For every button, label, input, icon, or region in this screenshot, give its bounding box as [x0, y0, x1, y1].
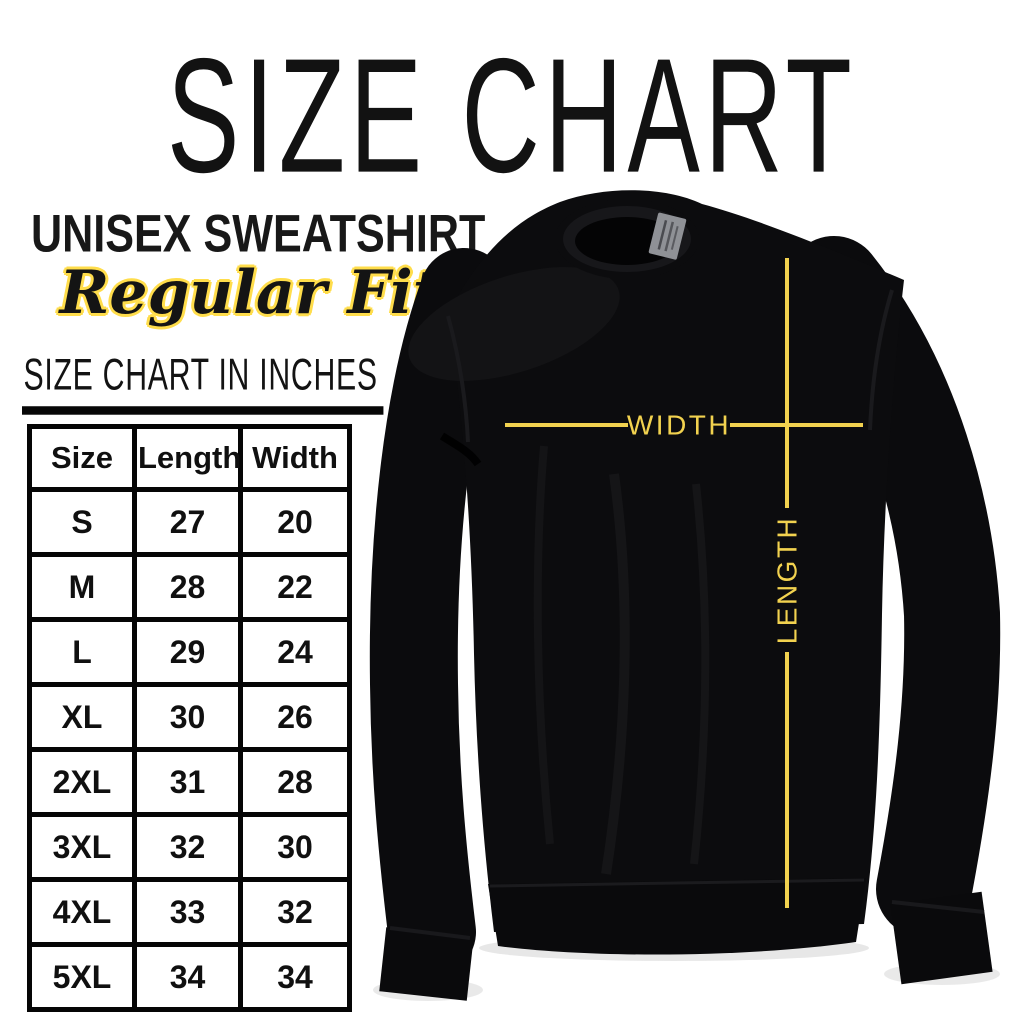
- table-row: 2XL 31 28: [27, 747, 352, 817]
- size-table-head: Size Length Width: [27, 424, 352, 492]
- size-table: Size Length Width S 27 20 M 28 22 L 29 24 XL 30 26 2XL…: [27, 424, 352, 1012]
- garment: [369, 190, 1001, 1001]
- table-cell: 30: [132, 682, 243, 752]
- table-cell: 24: [238, 617, 352, 687]
- hem-band: [488, 878, 866, 955]
- size-table-body: S 27 20 M 28 22 L 29 24 XL 30 26 2XL 31 28 3XL 32 30 4XL 33…: [27, 487, 352, 1012]
- right-cuff-seam: [891, 900, 985, 914]
- table-cell: 4XL: [27, 877, 137, 947]
- table-row: 5XL 34 34: [27, 942, 352, 1012]
- table-cell: 20: [238, 487, 352, 557]
- measurement-lines: WIDTH LENGTH: [505, 258, 863, 908]
- table-header-row: Size Length Width: [27, 424, 352, 492]
- table-cell: M: [27, 552, 137, 622]
- fit-row: Regular Fit: [0, 258, 500, 328]
- fit-label: Regular Fit: [59, 258, 441, 328]
- left-cuff: [379, 927, 474, 1001]
- table-cell: 5XL: [27, 942, 137, 1012]
- neck-tag-print: [657, 219, 668, 250]
- table-header-cell: Width: [238, 424, 352, 492]
- table-cell: 26: [238, 682, 352, 752]
- table-row: 4XL 33 32: [27, 877, 352, 947]
- neck-tag: [648, 212, 687, 260]
- left-shoulder-seam: [446, 315, 470, 443]
- table-cell: 28: [132, 552, 243, 622]
- left-cuff-seam: [389, 926, 471, 940]
- table-row: L 29 24: [27, 617, 352, 687]
- table-header-cell: Size: [27, 424, 137, 492]
- length-label: LENGTH: [772, 516, 803, 645]
- table-cell: L: [27, 617, 137, 687]
- table-cell: 33: [132, 877, 243, 947]
- right-cuff: [890, 891, 993, 985]
- table-cell: XL: [27, 682, 137, 752]
- product-name: UNISEX SWEATSHIRT: [30, 204, 486, 264]
- width-label: WIDTH: [627, 410, 731, 441]
- right-shoulder-seam: [868, 289, 894, 431]
- left-sleeve: [369, 248, 508, 976]
- table-cell: 32: [132, 812, 243, 882]
- table-row: S 27 20: [27, 487, 352, 557]
- table-row: 3XL 32 30: [27, 812, 352, 882]
- table-cell: 22: [238, 552, 352, 622]
- fold-line: [533, 445, 554, 845]
- neck-tag-print: [664, 221, 675, 252]
- table-cell: 27: [132, 487, 243, 557]
- sweatshirt-mockup: WIDTH LENGTH: [369, 190, 1001, 1001]
- table-cell: 30: [238, 812, 352, 882]
- table-heading: SIZE CHART IN INCHES: [22, 349, 384, 415]
- table-cell: 32: [238, 877, 352, 947]
- body: [448, 190, 904, 933]
- table-cell: 34: [238, 942, 352, 1012]
- hem-seam: [489, 878, 865, 888]
- table-cell: S: [27, 487, 137, 557]
- table-cell: 3XL: [27, 812, 137, 882]
- table-row: XL 30 26: [27, 682, 352, 752]
- armhole-fold: [439, 432, 482, 467]
- neck-tag-print: [670, 226, 679, 250]
- fold-line: [690, 483, 710, 865]
- table-cell: 29: [132, 617, 243, 687]
- table-row: M 28 22: [27, 552, 352, 622]
- table-cell: 28: [238, 747, 352, 817]
- title-row: SIZE CHART: [0, 6, 1024, 207]
- shoulder-sheen: [408, 267, 620, 381]
- page-title: SIZE CHART: [167, 25, 857, 208]
- table-cell: 31: [132, 747, 243, 817]
- table-heading-row: SIZE CHART IN INCHES: [22, 349, 524, 415]
- table-cell: 2XL: [27, 747, 137, 817]
- fold-line: [601, 473, 630, 875]
- table-header-cell: Length: [132, 424, 243, 492]
- product-name-row: UNISEX SWEATSHIRT: [0, 204, 500, 264]
- table-cell: 34: [132, 942, 243, 1012]
